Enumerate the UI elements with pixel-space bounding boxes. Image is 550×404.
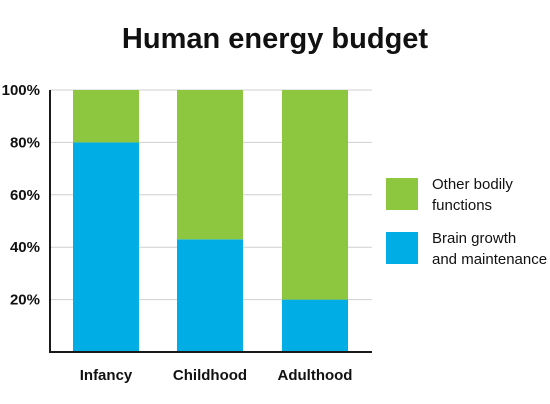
y-tick-label-3: 80% [10,134,40,151]
x-tick-label-childhood: Childhood [173,367,247,384]
legend-swatch-0 [386,178,418,210]
y-tick-label-2: 60% [10,187,40,204]
y-tick-label-0: 20% [10,292,40,309]
y-tick-label-4: 100% [2,82,40,99]
axes [49,90,372,353]
legend-label-0-line-0: Other bodily [432,176,513,193]
x-tick-label-adulthood: Adulthood [278,367,353,384]
bar-adulthood-series-0 [282,299,348,352]
bar-adulthood-series-1 [282,90,348,300]
legend-label-0-line-1: functions [432,197,492,214]
x-tick-labels: Infancy Childhood Adulthood [80,367,353,384]
bar-infancy-series-1 [73,90,139,143]
legend-label-1-line-1: and maintenance [432,251,547,268]
bars [73,90,348,352]
bar-childhood-series-0 [177,239,243,352]
x-tick-label-infancy: Infancy [80,367,133,384]
legend-swatch-1 [386,232,418,264]
bar-infancy-series-0 [73,142,139,352]
y-tick-label-1: 40% [10,239,40,256]
legend-label-1-line-0: Brain growth [432,230,516,247]
bar-childhood-series-1 [177,90,243,240]
y-tick-labels: 20% 40% 60% 80% 100% [2,82,40,309]
chart-title: Human energy budget [122,23,428,55]
legend: Other bodily functions Brain growth and mai… [386,176,547,268]
